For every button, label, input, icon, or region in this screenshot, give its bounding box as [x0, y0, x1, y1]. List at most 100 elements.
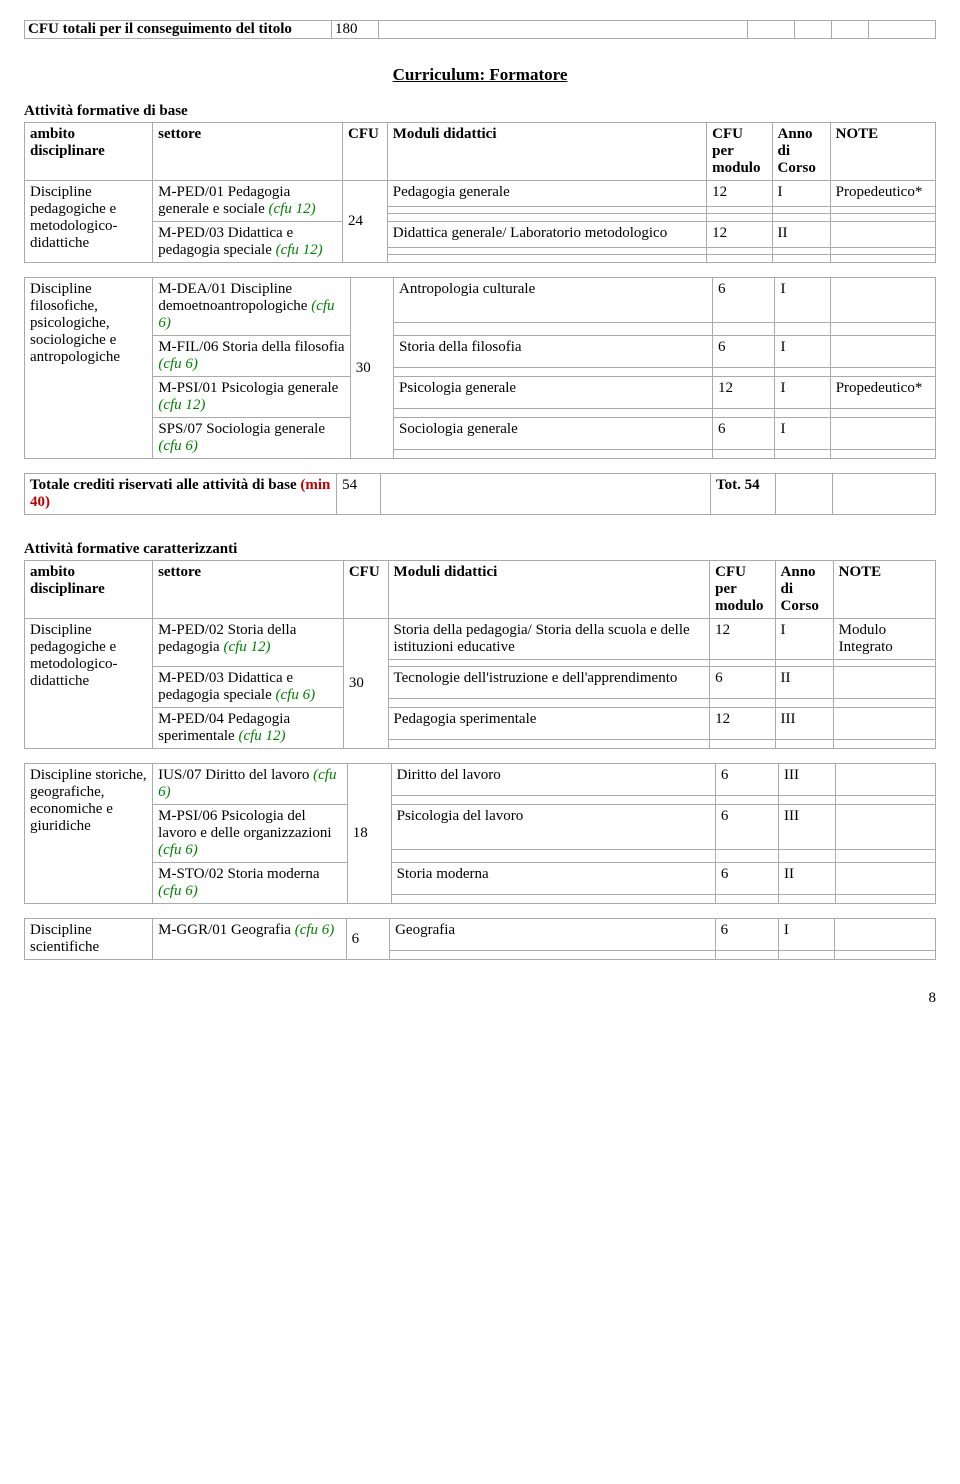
- settore-cell: M-PED/02 Storia della pedagogia (cfu 12): [153, 619, 344, 667]
- module-name: Psicologia del lavoro: [391, 805, 715, 850]
- module-note: [835, 919, 936, 951]
- car-table-1: ambito disciplinare settore CFU Moduli d…: [24, 560, 936, 749]
- settore-cell: M-STO/02 Storia moderna (cfu 6): [153, 863, 348, 904]
- module-cfu: 6: [713, 278, 775, 323]
- settore-cell: M-PED/04 Pedagogia sperimentale (cfu 12): [153, 708, 344, 749]
- module-name: Pedagogia sperimentale: [388, 708, 710, 740]
- cfu-total-label: CFU totali per il conseguimento del tito…: [25, 21, 332, 39]
- module-note: [830, 222, 935, 248]
- module-cfu: 6: [715, 764, 778, 796]
- section-car-heading: Attività formative caratterizzanti: [24, 541, 936, 558]
- section-base-heading: Attività formative di base: [24, 103, 936, 120]
- module-name: Didattica generale/ Laboratorio metodolo…: [387, 222, 706, 248]
- module-name: Storia della filosofia: [394, 336, 713, 368]
- module-cfu: 6: [715, 919, 778, 951]
- car-table-2: Discipline storiche, geografiche, econom…: [24, 763, 936, 904]
- module-year: III: [775, 708, 833, 740]
- module-name: Geografia: [390, 919, 716, 951]
- module-cfu: 12: [710, 708, 775, 740]
- module-name: Psicologia generale: [394, 377, 713, 409]
- module-year: II: [772, 222, 830, 248]
- car-table-3: Discipline scientifiche M-GGR/01 Geograf…: [24, 918, 936, 960]
- hdr-note: NOTE: [833, 561, 935, 619]
- module-year: III: [778, 805, 835, 850]
- settore-cell: M-PSI/01 Psicologia generale (cfu 12): [153, 377, 350, 418]
- module-cfu: 12: [710, 619, 775, 660]
- module-note: Modulo Integrato: [833, 619, 935, 660]
- module-note: Propedeutico*: [830, 377, 935, 409]
- cfu-total-value: 180: [332, 21, 379, 39]
- module-year: I: [775, 418, 830, 450]
- module-note: [833, 708, 935, 740]
- settore-cell: M-FIL/06 Storia della filosofia (cfu 6): [153, 336, 350, 377]
- settore-cell: M-DEA/01 Discipline demoetnoantropologic…: [153, 278, 350, 336]
- module-name: Storia moderna: [391, 863, 715, 895]
- settore-cell: IUS/07 Diritto del lavoro (cfu 6): [153, 764, 348, 805]
- hdr-ambito: ambito disciplinare: [25, 123, 153, 181]
- base-table-1: ambito disciplinare settore CFU Moduli d…: [24, 122, 936, 263]
- module-year: I: [775, 336, 830, 368]
- module-year: I: [775, 377, 830, 409]
- settore-cell: M-GGR/01 Geografia (cfu 6): [153, 919, 347, 960]
- cfu-cell: 6: [346, 919, 389, 960]
- cfu-total-table: CFU totali per il conseguimento del tito…: [24, 20, 936, 39]
- hdr-anno: Anno di Corso: [772, 123, 830, 181]
- hdr-note: NOTE: [830, 123, 935, 181]
- module-name: Antropologia culturale: [394, 278, 713, 323]
- module-year: I: [778, 919, 835, 951]
- module-cfu: 6: [713, 336, 775, 368]
- module-note: [835, 805, 935, 850]
- ambito-cell: Discipline scientifiche: [25, 919, 153, 960]
- module-year: I: [775, 619, 833, 660]
- module-note: Propedeutico*: [830, 181, 935, 207]
- ambito-cell: Discipline pedagogiche e metodologico-di…: [25, 181, 153, 263]
- settore-cell: SPS/07 Sociologia generale (cfu 6): [153, 418, 350, 459]
- cfu-cell: 18: [347, 764, 391, 904]
- hdr-moduli: Moduli didattici: [387, 123, 706, 181]
- total-label: Totale crediti riservati alle attività d…: [25, 474, 337, 515]
- cfu-cell: 30: [343, 619, 388, 749]
- module-cfu: 6: [713, 418, 775, 450]
- page-number: 8: [24, 990, 936, 1007]
- settore-cell: M-PSI/06 Psicologia del lavoro e delle o…: [153, 805, 348, 863]
- module-cfu: 6: [710, 667, 775, 699]
- base-table-2: Discipline filosofiche, psicologiche, so…: [24, 277, 936, 459]
- module-year: I: [775, 278, 830, 323]
- base-total-table: Totale crediti riservati alle attività d…: [24, 473, 936, 515]
- settore-cell: M-PED/03 Didattica e pedagogia speciale …: [153, 667, 344, 708]
- ambito-cell: Discipline storiche, geografiche, econom…: [25, 764, 153, 904]
- module-note: [835, 764, 935, 796]
- hdr-settore: settore: [153, 123, 343, 181]
- hdr-anno: Anno di Corso: [775, 561, 833, 619]
- module-cfu: 12: [713, 377, 775, 409]
- hdr-cfu-per-modulo: CFU per modulo: [707, 123, 772, 181]
- hdr-settore: settore: [153, 561, 344, 619]
- module-note: [830, 418, 935, 450]
- settore-cell: M-PED/01 Pedagogia generale e sociale (c…: [153, 181, 343, 222]
- module-note: [833, 667, 935, 699]
- total-tot: Tot. 54: [710, 474, 775, 515]
- module-cfu: 12: [707, 181, 772, 207]
- module-cfu: 12: [707, 222, 772, 248]
- module-note: [830, 336, 935, 368]
- curriculum-heading: Curriculum: Formatore: [24, 65, 936, 85]
- cfu-cell: 24: [343, 181, 388, 263]
- module-note: [830, 278, 935, 323]
- module-name: Sociologia generale: [394, 418, 713, 450]
- hdr-cfu-per-modulo: CFU per modulo: [710, 561, 775, 619]
- hdr-cfu: CFU: [343, 561, 388, 619]
- module-name: Storia della pedagogia/ Storia della scu…: [388, 619, 710, 660]
- module-name: Diritto del lavoro: [391, 764, 715, 796]
- module-note: [835, 863, 935, 895]
- hdr-cfu: CFU: [343, 123, 388, 181]
- module-cfu: 6: [715, 805, 778, 850]
- hdr-moduli: Moduli didattici: [388, 561, 710, 619]
- module-year: III: [778, 764, 835, 796]
- total-cfu: 54: [337, 474, 381, 515]
- module-name: Tecnologie dell'istruzione e dell'appren…: [388, 667, 710, 699]
- module-year: II: [778, 863, 835, 895]
- module-year: I: [772, 181, 830, 207]
- settore-cell: M-PED/03 Didattica e pedagogia speciale …: [153, 222, 343, 263]
- ambito-cell: Discipline filosofiche, psicologiche, so…: [25, 278, 153, 459]
- module-year: II: [775, 667, 833, 699]
